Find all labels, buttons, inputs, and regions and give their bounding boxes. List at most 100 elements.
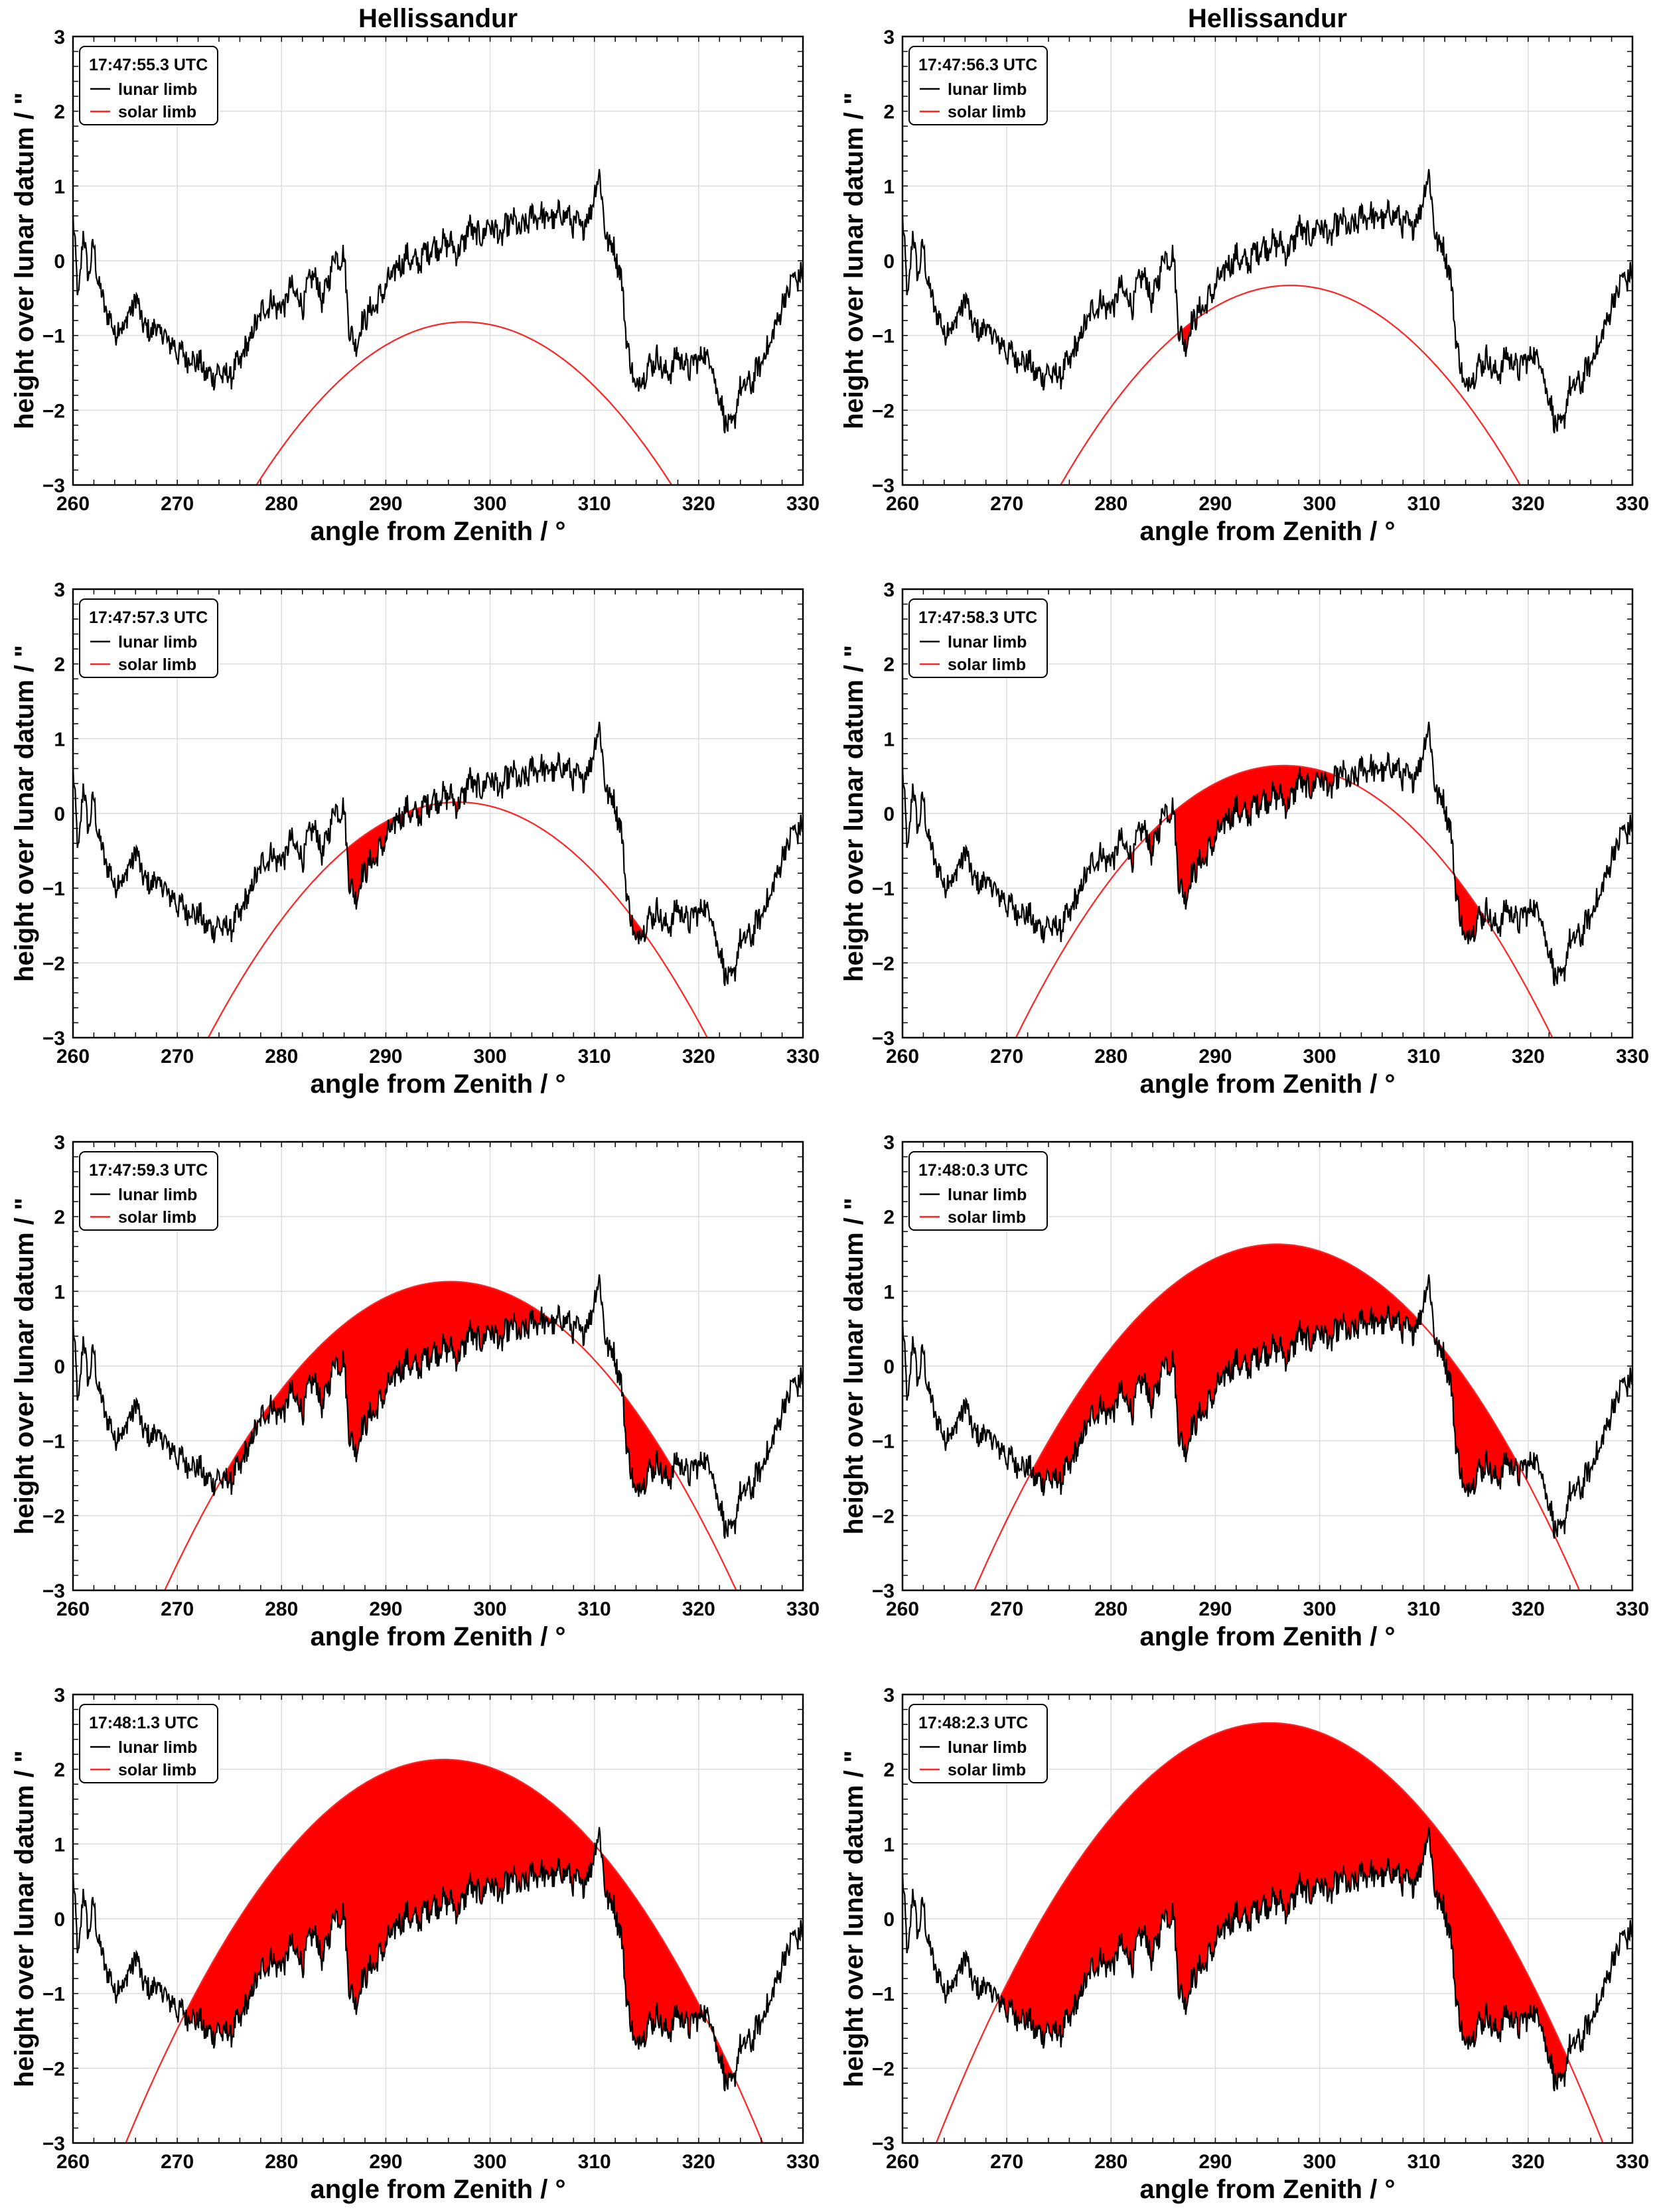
y-tick-label: 1 bbox=[54, 1281, 65, 1303]
x-tick-label: 320 bbox=[1512, 2151, 1545, 2173]
y-tick-label: 0 bbox=[54, 1909, 65, 1931]
x-tick-label: 300 bbox=[474, 493, 507, 515]
y-tick-label: 2 bbox=[883, 1760, 895, 1781]
legend: 17:47:57.3 UTC lunar limb solar limb bbox=[79, 598, 218, 678]
x-axis-label: angle from Zenith / ° bbox=[1140, 2175, 1396, 2204]
y-tick-label: 0 bbox=[883, 1356, 895, 1378]
chart-panel-7: 260 270 280 290 300 310 320 330 3 2 1 0 −1 −2 −3 angle … bbox=[10, 1685, 820, 2204]
y-tick-label: 1 bbox=[883, 728, 895, 750]
legend-entry-lunar: lunar limb bbox=[118, 1738, 197, 1757]
y-tick-label: 0 bbox=[883, 803, 895, 825]
x-tick-label: 300 bbox=[1303, 1598, 1336, 1620]
x-tick-label: 270 bbox=[990, 493, 1023, 515]
y-tick-label: −1 bbox=[42, 878, 65, 900]
legend-timestamp: 17:47:58.3 UTC bbox=[918, 608, 1037, 627]
x-tick-label: 270 bbox=[161, 493, 194, 515]
x-tick-label: 290 bbox=[1198, 2151, 1232, 2173]
y-axis-label: height over lunar datum / " bbox=[839, 1198, 869, 1535]
x-tick-label: 330 bbox=[786, 493, 820, 515]
legend: 17:48:1.3 UTC lunar limb solar limb bbox=[79, 1704, 218, 1783]
chart-panel-6: 260 270 280 290 300 310 320 330 3 2 1 0 −1 −2 −3 angle … bbox=[839, 1132, 1649, 1651]
legend-entry-solar: solar limb bbox=[948, 656, 1026, 674]
x-tick-label: 310 bbox=[1407, 1046, 1441, 1068]
x-axis-label: angle from Zenith / ° bbox=[311, 2175, 566, 2204]
lunar-limb-line bbox=[902, 721, 1632, 987]
y-tick-label: 2 bbox=[883, 102, 895, 123]
x-tick-label: 320 bbox=[682, 493, 715, 515]
y-tick-label: 3 bbox=[883, 1685, 895, 1706]
y-tick-label: 0 bbox=[54, 803, 65, 825]
lunar-limb-line bbox=[902, 169, 1632, 434]
y-tick-label: 3 bbox=[54, 1685, 65, 1706]
y-tick-label: 0 bbox=[54, 1356, 65, 1378]
x-tick-label: 260 bbox=[56, 1046, 90, 1068]
chart-panel-4: 260 270 280 290 300 310 320 330 3 2 1 0 −1 −2 −3 angle … bbox=[839, 579, 1649, 1099]
legend-timestamp: 17:48:0.3 UTC bbox=[918, 1161, 1028, 1180]
solar-limb-line bbox=[164, 1280, 737, 1590]
y-tick-label: 1 bbox=[54, 1834, 65, 1856]
legend: 17:47:59.3 UTC lunar limb solar limb bbox=[79, 1151, 218, 1231]
lunar-limb-line bbox=[902, 1274, 1632, 1539]
legend-entry-lunar: lunar limb bbox=[948, 633, 1027, 652]
y-tick-label: −2 bbox=[42, 1505, 65, 1527]
x-tick-label: 330 bbox=[1616, 493, 1649, 515]
x-tick-label: 330 bbox=[1616, 2151, 1649, 2173]
x-tick-label: 310 bbox=[578, 2151, 611, 2173]
x-tick-label: 290 bbox=[1198, 1598, 1232, 1620]
x-tick-label: 300 bbox=[1303, 1046, 1336, 1068]
lunar-limb-line bbox=[73, 1274, 803, 1539]
solar-limb-line bbox=[255, 321, 673, 485]
x-tick-label: 320 bbox=[682, 2151, 715, 2173]
y-tick-label: −2 bbox=[872, 2058, 895, 2080]
y-tick-label: −3 bbox=[42, 475, 65, 497]
x-tick-label: 310 bbox=[578, 493, 611, 515]
x-tick-label: 260 bbox=[56, 493, 90, 515]
y-tick-label: 0 bbox=[883, 251, 895, 273]
y-axis-label: height over lunar datum / " bbox=[10, 1198, 39, 1535]
x-tick-label: 320 bbox=[682, 1046, 715, 1068]
y-tick-label: −2 bbox=[42, 2058, 65, 2080]
x-tick-label: 290 bbox=[369, 1598, 402, 1620]
legend-entry-lunar: lunar limb bbox=[118, 633, 197, 652]
x-tick-label: 260 bbox=[886, 1598, 919, 1620]
y-tick-label: −3 bbox=[872, 1028, 895, 1050]
x-tick-label: 280 bbox=[1094, 1046, 1127, 1068]
y-axis-label: height over lunar datum / " bbox=[10, 1750, 39, 2087]
legend-entry-solar: solar limb bbox=[948, 1761, 1026, 1779]
x-tick-label: 280 bbox=[265, 1598, 298, 1620]
y-tick-label: −2 bbox=[42, 400, 65, 422]
y-axis-label: height over lunar datum / " bbox=[839, 645, 869, 982]
x-tick-label: 290 bbox=[369, 2151, 402, 2173]
y-axis-label: height over lunar datum / " bbox=[839, 1750, 869, 2087]
y-tick-label: −3 bbox=[42, 1028, 65, 1050]
legend-entry-solar: solar limb bbox=[948, 103, 1026, 121]
x-tick-label: 280 bbox=[265, 1046, 298, 1068]
x-tick-label: 270 bbox=[990, 1598, 1023, 1620]
y-tick-label: −2 bbox=[872, 400, 895, 422]
x-tick-label: 280 bbox=[1094, 2151, 1127, 2173]
occulted-area-2 bbox=[1034, 1244, 1418, 1496]
x-tick-label: 260 bbox=[56, 2151, 90, 2173]
y-tick-label: 1 bbox=[883, 1834, 895, 1856]
legend-entry-lunar: lunar limb bbox=[118, 80, 197, 99]
x-tick-label: 280 bbox=[265, 2151, 298, 2173]
x-tick-label: 290 bbox=[369, 1046, 402, 1068]
y-axis-label: height over lunar datum / " bbox=[839, 92, 869, 429]
lunar-limb-line bbox=[73, 721, 803, 987]
x-tick-label: 320 bbox=[1512, 1046, 1545, 1068]
occulted-area-8 bbox=[263, 1405, 269, 1424]
legend-timestamp: 17:47:57.3 UTC bbox=[89, 608, 208, 627]
legend-entry-solar: solar limb bbox=[948, 1208, 1026, 1227]
solar-limb-line bbox=[935, 1722, 1604, 2143]
y-tick-label: −1 bbox=[42, 1984, 65, 2006]
y-tick-label: 3 bbox=[883, 1132, 895, 1154]
y-tick-label: −3 bbox=[872, 475, 895, 497]
lunar-limb-line bbox=[73, 169, 803, 434]
legend-timestamp: 17:48:1.3 UTC bbox=[89, 1714, 198, 1732]
lunar-limb-line bbox=[902, 1827, 1632, 2092]
legend-entry-lunar: lunar limb bbox=[948, 1186, 1027, 1204]
occulted-area-8 bbox=[1444, 1349, 1515, 1497]
chart-panel-5: 260 270 280 290 300 310 320 330 3 2 1 0 −1 −2 −3 angle … bbox=[10, 1132, 820, 1651]
legend: 17:47:56.3 UTC lunar limb solar limb bbox=[908, 46, 1048, 125]
